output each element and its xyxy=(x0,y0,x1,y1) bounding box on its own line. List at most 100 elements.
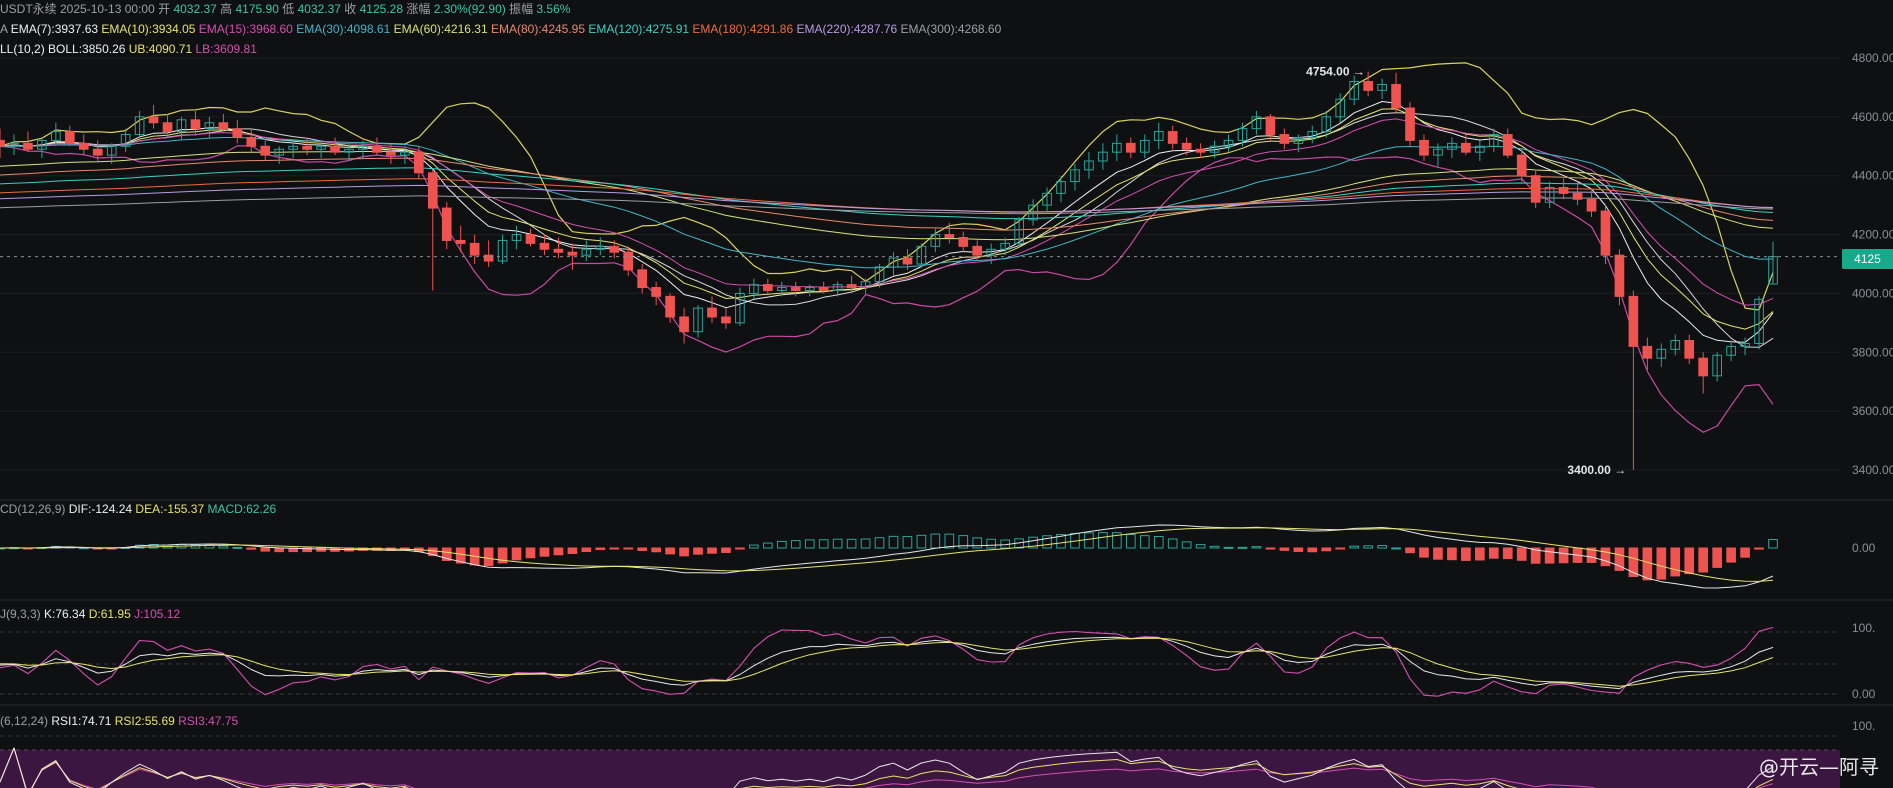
candle-body xyxy=(92,148,103,156)
candle-body xyxy=(204,122,215,130)
macd-axis-tick: 0.00 xyxy=(1852,541,1876,555)
candle-body xyxy=(944,234,955,239)
candle-body xyxy=(567,251,578,256)
candle-body xyxy=(23,142,33,150)
kdj-legend: J(9,3,3) K:76.34 D:61.95 J:105.12 xyxy=(0,607,180,621)
candle-body xyxy=(1656,348,1667,359)
candle-body xyxy=(148,116,159,124)
candle-body xyxy=(665,295,675,318)
candle-body xyxy=(51,131,61,141)
candle-body xyxy=(1530,175,1541,203)
kdj-j-line xyxy=(0,626,1774,697)
candle-body xyxy=(330,145,340,153)
candle-body xyxy=(525,234,536,244)
candle-body xyxy=(1600,210,1611,256)
price-axis-tick: 4600.00 xyxy=(1852,110,1893,124)
macd-bar xyxy=(1488,547,1499,559)
macd-bar xyxy=(567,547,578,554)
candle-body xyxy=(1628,295,1639,347)
candle-body xyxy=(511,234,522,241)
candle-body xyxy=(651,287,661,297)
macd-bar xyxy=(511,547,522,561)
candle-body xyxy=(1447,142,1457,150)
candle-body xyxy=(1502,134,1513,156)
candle-body xyxy=(1433,148,1443,156)
macd-bar xyxy=(1656,547,1667,580)
macd-bar xyxy=(832,538,843,549)
candle-body xyxy=(1153,131,1164,141)
macd-bar xyxy=(763,542,773,549)
candle-body xyxy=(176,119,187,133)
candle-body xyxy=(735,292,745,324)
candle-body xyxy=(162,122,173,133)
candle-body xyxy=(972,245,983,256)
macd-bar xyxy=(902,535,913,549)
macd-bar xyxy=(790,540,801,549)
macd-bar xyxy=(916,534,927,549)
macd-bar xyxy=(609,547,620,550)
candle-body xyxy=(1028,204,1038,221)
candle-body xyxy=(637,269,648,289)
candle-body xyxy=(274,148,285,156)
candle-body xyxy=(832,284,843,291)
macd-bar xyxy=(735,547,745,550)
candle-body xyxy=(106,145,117,156)
macd-bar xyxy=(1474,547,1485,561)
candle-body xyxy=(1000,242,1010,250)
ema-line xyxy=(0,195,1774,215)
macd-bar xyxy=(1153,535,1164,549)
macd-bar xyxy=(260,547,271,552)
macd-bar xyxy=(1363,545,1373,549)
candle-body xyxy=(790,287,801,291)
macd-bar xyxy=(1740,547,1750,558)
macd-bar xyxy=(860,538,871,549)
candle-body xyxy=(1363,81,1373,91)
boll-upper-line xyxy=(0,62,1774,311)
price-axis-tick: 4000.00 xyxy=(1852,286,1893,300)
ema-line xyxy=(0,167,1774,220)
macd-bar xyxy=(1139,535,1150,549)
macd-bar xyxy=(1684,547,1695,575)
macd-bar xyxy=(497,547,508,564)
candle-body xyxy=(1405,107,1415,141)
macd-bar xyxy=(455,547,466,564)
candle-body xyxy=(9,142,19,147)
candle-body xyxy=(902,257,913,265)
macd-bar xyxy=(1433,547,1443,560)
macd-bar xyxy=(1195,544,1206,549)
macd-bar xyxy=(1098,532,1108,549)
macd-bar xyxy=(1558,547,1569,564)
candle-body xyxy=(358,145,368,150)
candle-body xyxy=(1307,131,1318,138)
macd-bar xyxy=(1279,547,1290,551)
candle-body xyxy=(1391,83,1401,109)
candle-body xyxy=(1070,169,1080,183)
macd-bar xyxy=(1726,547,1736,563)
macd-bar xyxy=(1377,545,1387,549)
candle-body xyxy=(1712,354,1722,377)
macd-bar xyxy=(679,547,689,557)
macd-bar xyxy=(1754,547,1764,550)
candle-body xyxy=(1586,198,1597,212)
candle-body xyxy=(930,234,941,247)
candle-body xyxy=(958,237,969,247)
ema-line xyxy=(0,101,1774,343)
candle-body xyxy=(1195,148,1206,153)
candle-body xyxy=(804,287,815,291)
candle-body xyxy=(888,257,899,268)
macd-bar xyxy=(972,537,983,549)
macd-bar xyxy=(1307,547,1318,553)
candle-body xyxy=(1042,192,1052,206)
macd-bar xyxy=(148,543,159,549)
macd-bar xyxy=(1461,547,1471,561)
candle-body xyxy=(1335,98,1346,118)
candle-body xyxy=(1516,154,1527,177)
price-axis-tick: 4400.00 xyxy=(1852,169,1893,183)
macd-bar xyxy=(1237,546,1248,549)
candle-body xyxy=(260,145,271,156)
macd-legend: CD(12,26,9) DIF:-124.24 DEA:-155.37 MACD… xyxy=(0,502,276,516)
ema-line xyxy=(0,151,1774,241)
candle-body xyxy=(1181,142,1192,150)
